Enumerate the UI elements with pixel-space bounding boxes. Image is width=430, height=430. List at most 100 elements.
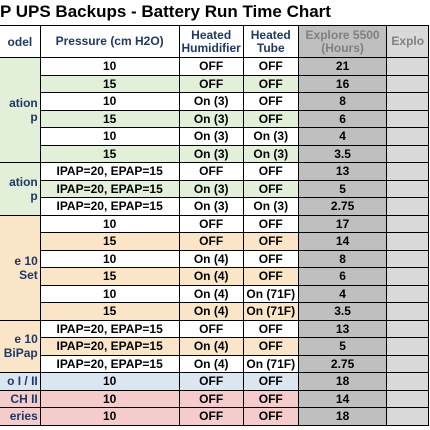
table-body: ation p 10 OFF OFF 21 15 OFF OFF 16 10 On (3) OFF 8 15… xyxy=(0,57,429,426)
cell: 15 xyxy=(39,109,180,128)
header-row: odel Pressure (cm H2O) Heated Humidifier Hea… xyxy=(0,25,429,58)
cell: 8 xyxy=(297,92,388,111)
table-row: o I / II 10 OFF OFF 18 xyxy=(0,372,429,391)
run-time-table: odel Pressure (cm H2O) Heated Humidifier Hea… xyxy=(0,25,429,426)
cell: OFF xyxy=(242,389,299,408)
cell: On (4) xyxy=(178,249,244,268)
table-row: ation p 10 OFF OFF 21 xyxy=(0,57,429,163)
cell: On (3) xyxy=(178,92,244,111)
table-row: 15 OFF OFF 14 xyxy=(0,232,429,251)
cell: 13 xyxy=(297,319,388,338)
cell xyxy=(386,109,429,128)
cell-text: Pressure (cm H2O) xyxy=(55,34,164,48)
cell: On (3) xyxy=(178,179,244,198)
model-cell: ation p xyxy=(0,57,41,163)
cell: IPAP=20, EPAP=15 xyxy=(39,179,180,198)
cell: 2.75 xyxy=(297,354,388,373)
table-row: e 10 BiPap IPAP=20, EPAP=15 OFF OFF 13 xyxy=(0,319,429,373)
cell: On (3) xyxy=(178,197,244,216)
cell-text: odel xyxy=(7,34,33,49)
cell: 14 xyxy=(297,389,388,408)
cell xyxy=(386,92,429,111)
table-row: 10 On (3) OFF 8 xyxy=(0,92,429,111)
cell: 10 xyxy=(39,284,180,303)
cell: 2.75 xyxy=(297,197,388,216)
cell xyxy=(386,74,429,93)
cell: OFF xyxy=(178,232,244,251)
cell: OFF xyxy=(242,232,299,251)
cell: 21 xyxy=(297,57,388,76)
cell: On (3) xyxy=(178,127,244,146)
cell: OFF xyxy=(178,407,244,426)
cell xyxy=(386,249,429,268)
cell: 8 xyxy=(297,249,388,268)
table-row: IPAP=20, EPAP=15 On (3) OFF 5 xyxy=(0,179,429,198)
table-row: IPAP=20, EPAP=15 On (3) On (3) 2.75 xyxy=(0,197,429,216)
cell: OFF xyxy=(242,267,299,286)
cell: On (4) xyxy=(178,284,244,303)
cell: On (3) xyxy=(242,127,299,146)
cell-text: ation xyxy=(9,174,38,189)
header-cell: Explore 5500 (Hours) xyxy=(297,25,388,58)
cell-text: Explo xyxy=(391,34,425,48)
table-row: CH II 10 OFF OFF 14 xyxy=(0,389,429,408)
table-row: 15 OFF OFF 16 xyxy=(0,74,429,93)
model-cell: ation p xyxy=(0,162,41,216)
cell: 14 xyxy=(297,232,388,251)
header-cell: Pressure (cm H2O) xyxy=(39,25,180,58)
table-row: IPAP=20, EPAP=15 On (4) OFF 5 xyxy=(0,337,429,356)
cell: On (3) xyxy=(178,109,244,128)
cell: OFF xyxy=(178,214,244,233)
cell: On (4) xyxy=(178,337,244,356)
cell: OFF xyxy=(242,57,299,76)
table-row: 15 On (3) OFF 6 xyxy=(0,109,429,128)
table-row: eries 10 OFF OFF 18 xyxy=(0,407,429,426)
cell: OFF xyxy=(242,109,299,128)
cell-text: e 10 xyxy=(14,332,38,347)
cell-text: Heated xyxy=(191,27,232,42)
cell xyxy=(386,354,429,373)
cell-text: p xyxy=(30,188,38,203)
table-row: IPAP=20, EPAP=15 On (4) On (71F) 2.75 xyxy=(0,354,429,373)
cell-text: BiPap xyxy=(3,346,38,361)
cell: 15 xyxy=(39,267,180,286)
cell: On (4) xyxy=(178,267,244,286)
cell xyxy=(386,319,429,338)
cell: 6 xyxy=(297,267,388,286)
cell: IPAP=20, EPAP=15 xyxy=(39,337,180,356)
cell: IPAP=20, EPAP=15 xyxy=(39,197,180,216)
cell: OFF xyxy=(242,407,299,426)
cell: 16 xyxy=(297,74,388,93)
cell: On (71F) xyxy=(242,284,299,303)
cell: 10 xyxy=(39,214,180,233)
cell: OFF xyxy=(242,214,299,233)
cell: IPAP=20, EPAP=15 xyxy=(39,319,180,338)
cell: 5 xyxy=(297,337,388,356)
model-cell: CH II xyxy=(0,389,41,408)
cell xyxy=(386,197,429,216)
cell-text: Tube xyxy=(256,40,285,55)
cell: 10 xyxy=(39,249,180,268)
cell xyxy=(386,162,429,181)
cell-text: Heated xyxy=(250,27,291,42)
header-cell: Heated Humidifier xyxy=(178,25,244,58)
model-cell: eries xyxy=(0,407,41,426)
cell: 15 xyxy=(39,74,180,93)
cell-text: Explore 5500 xyxy=(305,27,380,42)
cell-text: CH II xyxy=(10,391,38,406)
table-row: 10 On (3) On (3) 4 xyxy=(0,127,429,146)
cell: On (4) xyxy=(178,302,244,321)
cell xyxy=(386,232,429,251)
cell-text: Set xyxy=(19,267,38,282)
cell: IPAP=20, EPAP=15 xyxy=(39,354,180,373)
cell: 10 xyxy=(39,92,180,111)
cell: On (3) xyxy=(178,144,244,163)
cell: IPAP=20, EPAP=15 xyxy=(39,162,180,181)
model-cell: o I / II xyxy=(0,372,41,391)
cell: On (71F) xyxy=(242,354,299,373)
cell-text: eries xyxy=(9,409,38,424)
cell: 3.5 xyxy=(297,144,388,163)
cell: 10 xyxy=(39,127,180,146)
model-cell: e 10 Set xyxy=(0,214,41,321)
